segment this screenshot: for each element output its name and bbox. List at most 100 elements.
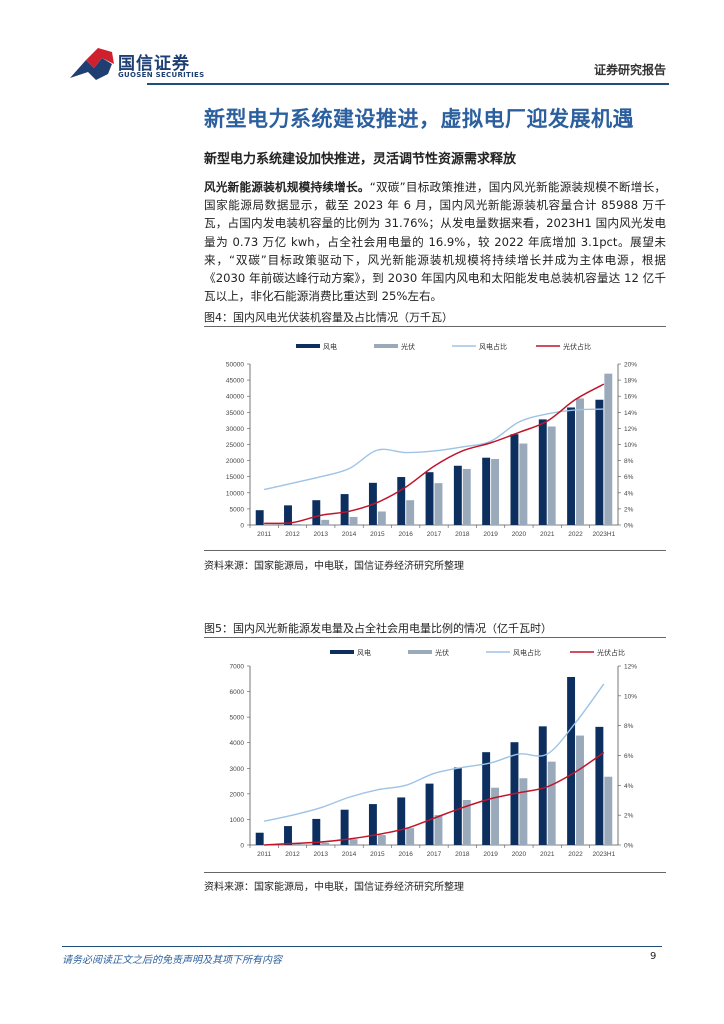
legend-item: 光伏占比: [536, 342, 591, 351]
footer-disclaimer: 请务必阅读正文之后的免责声明及其项下所有内容: [62, 955, 282, 966]
line-series: [264, 683, 605, 822]
right-axis-tick: 8%: [624, 458, 634, 465]
report-type-label: 证券研究报告: [593, 63, 666, 77]
left-axis-tick: 10000: [226, 490, 244, 497]
page-number: 9: [650, 951, 657, 962]
bar: [377, 511, 386, 525]
paragraph-body: “双碳”目标政策推进，国内风光新能源装规模不断增长，国家能源局数据显示，截至 2…: [204, 180, 666, 304]
bar: [406, 500, 415, 525]
bar: [453, 767, 462, 845]
left-axis-tick: 5000: [230, 715, 245, 722]
right-axis-tick: 4%: [624, 490, 634, 497]
figure-5-title: 图5：国内风光新能源发电量及占全社会用电量比例的情况（亿千瓦时）: [204, 622, 552, 635]
left-axis-tick: 5000: [230, 506, 245, 513]
bar: [284, 505, 292, 525]
left-axis-tick: 2000: [230, 791, 245, 798]
figure-4-source: 资料来源：国家能源局，中电联，国信证券经济研究所整理: [204, 561, 464, 572]
x-axis-tick: 2023H1: [592, 531, 615, 538]
bar: [595, 399, 604, 525]
bar: [397, 797, 406, 845]
x-axis-tick: 2014: [342, 851, 357, 858]
x-axis-tick: 2023H1: [592, 851, 615, 858]
left-axis-tick: 1000: [230, 817, 245, 824]
right-axis-tick: 6%: [624, 753, 634, 760]
bar: [397, 477, 406, 525]
legend-item: 风电占比: [452, 342, 507, 351]
bar: [292, 524, 301, 525]
legend-item: 风电: [330, 648, 371, 657]
bar: [434, 815, 443, 845]
x-axis-tick: 2013: [314, 531, 329, 538]
bar: [425, 783, 434, 845]
left-axis-tick: 3000: [230, 766, 245, 773]
left-axis-tick: 0: [240, 523, 244, 530]
left-axis-tick: 25000: [226, 442, 244, 449]
left-axis-tick: 15000: [226, 474, 244, 481]
right-axis-tick: 6%: [624, 474, 634, 481]
x-axis-tick: 2011: [257, 851, 271, 858]
x-axis-tick: 2013: [314, 851, 329, 858]
figure-4-title: 图4：国内风电光伏装机容量及占比情况（万千瓦）: [204, 311, 453, 324]
company-logo: [68, 44, 228, 86]
right-axis-tick: 0%: [624, 523, 634, 530]
x-axis-tick: 2015: [370, 531, 385, 538]
header-divider: [147, 83, 669, 85]
bar: [547, 426, 556, 525]
bar: [425, 472, 434, 525]
bar: [604, 373, 613, 525]
bar: [284, 826, 292, 845]
x-axis-tick: 2012: [285, 531, 300, 538]
x-axis-tick: 2022: [568, 851, 583, 858]
bar: [255, 832, 264, 845]
left-axis-tick: 4000: [230, 740, 245, 747]
x-axis-tick: 2018: [455, 851, 470, 858]
x-axis-tick: 2011: [257, 531, 271, 538]
bar: [576, 735, 584, 845]
section-subtitle: 新型电力系统建设加快推进，灵活调节性资源需求释放: [204, 152, 517, 167]
x-axis-tick: 2019: [483, 531, 498, 538]
left-axis-tick: 50000: [226, 362, 244, 369]
line-series: [263, 408, 604, 491]
bar: [462, 799, 471, 845]
x-axis-tick: 2020: [512, 531, 527, 538]
bar: [321, 842, 330, 845]
bar: [595, 726, 604, 845]
body-paragraph: 风光新能源装机规模持续增长。“双碳”目标政策推进，国内风光新能源装规模不断增长，…: [204, 178, 666, 305]
left-axis-tick: 7000: [230, 664, 245, 671]
line-series: [264, 751, 605, 846]
svg-text:光伏: 光伏: [401, 342, 415, 351]
right-axis-tick: 10%: [624, 442, 637, 449]
right-axis-tick: 4%: [624, 783, 634, 790]
right-axis-tick: 12%: [624, 426, 637, 433]
bar: [255, 510, 264, 525]
svg-text:光伏占比: 光伏占比: [563, 342, 591, 351]
right-axis-tick: 20%: [624, 362, 637, 369]
figure-4-chart: 风电 光伏 风电占比 光伏占比 0 5000 10000 15000 20000 25000 300…: [226, 342, 637, 538]
bar: [406, 828, 415, 845]
right-axis-tick: 10%: [624, 693, 637, 700]
bar: [604, 776, 613, 845]
bar: [567, 676, 576, 845]
footer-divider: [62, 946, 662, 947]
page-title: 新型电力系统建设推进，虚拟电厂迎发展机遇: [204, 107, 634, 131]
right-axis-tick: 18%: [624, 378, 637, 385]
left-axis-tick: 45000: [226, 378, 244, 385]
left-axis-tick: 0: [240, 843, 244, 850]
x-axis-tick: 2016: [398, 531, 413, 538]
right-axis-tick: 2%: [624, 813, 634, 820]
legend-item: 光伏: [408, 648, 449, 657]
x-axis-tick: 2014: [342, 531, 357, 538]
svg-text:风电: 风电: [323, 342, 337, 351]
left-axis-tick: 6000: [230, 689, 245, 696]
bar: [349, 839, 358, 845]
legend-item: 风电占比: [486, 648, 541, 657]
bar: [368, 804, 377, 845]
paragraph-lead: 风光新能源装机规模持续增长。: [204, 180, 370, 194]
bar: [576, 398, 584, 525]
bar: [538, 726, 547, 845]
logo-text-cn: 国信证券: [118, 54, 190, 74]
legend-item: 光伏占比: [570, 648, 625, 657]
legend-item: 光伏: [374, 342, 415, 351]
figure-5-top-rule: [204, 637, 666, 638]
bar: [491, 458, 500, 525]
